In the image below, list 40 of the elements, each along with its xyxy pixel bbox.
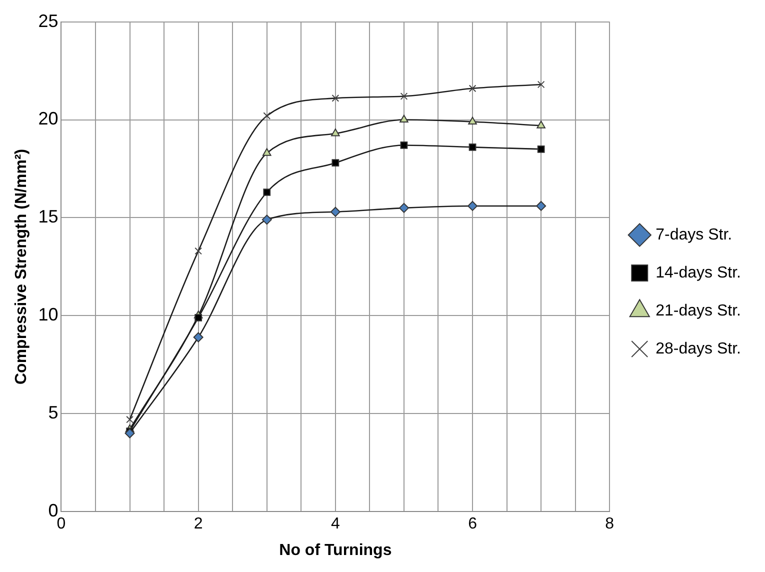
point [468, 84, 476, 92]
point [332, 94, 340, 102]
y-tick-label: 15 [38, 206, 58, 227]
y-tick-label: 25 [38, 10, 58, 31]
point [331, 128, 340, 136]
point [194, 247, 202, 255]
point [124, 428, 135, 438]
point [263, 188, 271, 196]
x-tick-label: 2 [194, 516, 203, 533]
point [400, 142, 408, 149]
point [536, 200, 546, 211]
legend-label: 28-days Str. [656, 340, 741, 358]
point [263, 112, 271, 120]
x-tick-label: 6 [468, 516, 478, 533]
point [400, 92, 408, 100]
point [468, 144, 476, 151]
x-axis-title: No of Turnings [279, 542, 392, 559]
point [194, 314, 202, 322]
point [126, 416, 134, 424]
point [330, 206, 340, 217]
point [400, 114, 408, 123]
point [537, 145, 545, 153]
y-tick-label: 20 [38, 108, 58, 129]
legend-label: 14-days Str. [656, 264, 741, 282]
point [262, 214, 272, 225]
x-tick-label: 8 [605, 516, 614, 533]
point [536, 120, 546, 128]
point [537, 80, 545, 88]
point [468, 200, 478, 211]
y-tick-label: 10 [38, 304, 58, 325]
point [468, 116, 477, 124]
point [332, 159, 340, 167]
point [262, 148, 272, 156]
point [193, 332, 204, 342]
x-tick-label: 4 [330, 516, 340, 533]
point [398, 202, 409, 213]
y-tick-label: 5 [48, 402, 58, 423]
y-axis-title: Compressive Strength (N/mm²) [13, 148, 30, 384]
legend-label: 21-days Str. [656, 302, 741, 320]
legend-label: 7-days Str. [656, 226, 732, 244]
